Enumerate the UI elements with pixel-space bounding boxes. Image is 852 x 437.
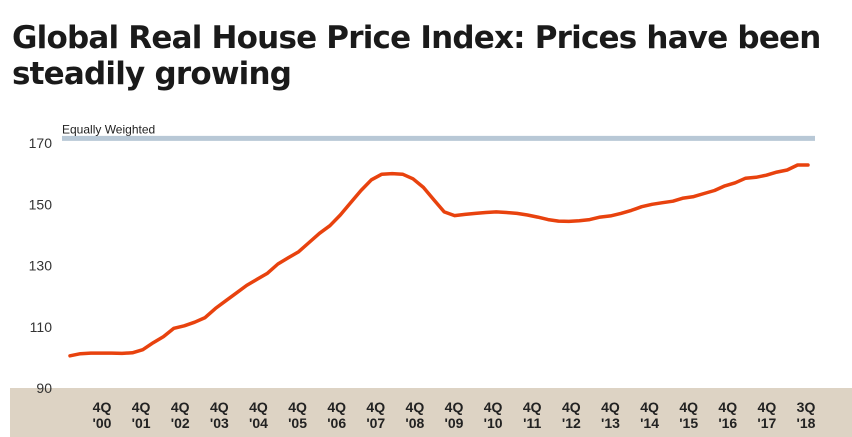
x-tick-label: 4Q'16 [718, 399, 737, 431]
x-tick-year: '14 [640, 415, 659, 431]
x-tick-year: '10 [484, 415, 503, 431]
x-tick-label: 4Q'07 [366, 399, 385, 431]
x-tick-quarter: 4Q [210, 399, 229, 415]
y-axis-ticks: 90 110 130 150 170 [29, 135, 53, 396]
x-tick-year: '16 [718, 415, 737, 431]
x-tick-quarter: 4Q [601, 399, 620, 415]
x-tick-year: '15 [679, 415, 698, 431]
x-tick-year: '11 [523, 415, 541, 431]
x-tick-quarter: 4Q [562, 399, 581, 415]
x-tick-label: 3Q'18 [797, 399, 816, 431]
x-tick-quarter: 4Q [758, 399, 777, 415]
y-tick-label: 170 [29, 135, 53, 151]
x-tick-quarter: 4Q [640, 399, 659, 415]
x-tick-quarter: 4Q [366, 399, 385, 415]
x-tick-quarter: 4Q [406, 399, 425, 415]
x-tick-quarter: 4Q [132, 399, 151, 415]
x-axis-band [10, 388, 852, 437]
x-tick-label: 4Q'15 [679, 399, 698, 431]
x-tick-label: 4Q'11 [523, 399, 542, 431]
x-tick-year: '00 [93, 415, 112, 431]
x-tick-year: '08 [405, 415, 424, 431]
x-tick-year: '01 [132, 415, 151, 431]
x-tick-quarter: 4Q [288, 399, 307, 415]
x-tick-year: '04 [249, 415, 268, 431]
y-tick-label: 130 [29, 258, 53, 274]
y-tick-label: 110 [30, 319, 53, 335]
x-tick-year: '18 [797, 415, 816, 431]
x-tick-quarter: 4Q [679, 399, 698, 415]
x-tick-year: '05 [288, 415, 307, 431]
x-tick-label: 4Q'00 [93, 399, 112, 431]
x-tick-label: 4Q'09 [445, 399, 464, 431]
x-tick-quarter: 4Q [445, 399, 464, 415]
x-tick-label: 4Q'03 [210, 399, 229, 431]
x-tick-quarter: 4Q [718, 399, 737, 415]
x-tick-year: '07 [366, 415, 385, 431]
x-tick-label: 4Q'17 [757, 399, 776, 431]
equally-weighted-reference: Equally Weighted [62, 122, 815, 141]
series-line [68, 163, 810, 358]
x-tick-label: 4Q'14 [640, 399, 659, 431]
x-tick-year: '02 [171, 415, 190, 431]
x-tick-quarter: 4Q [523, 399, 542, 415]
x-axis-ticks: 4Q'004Q'014Q'024Q'034Q'044Q'054Q'064Q'07… [93, 399, 816, 431]
x-tick-label: 4Q'01 [132, 399, 151, 431]
x-tick-year: '06 [327, 415, 346, 431]
x-tick-year: '13 [601, 415, 620, 431]
x-tick-quarter: 4Q [484, 399, 503, 415]
series-layer [68, 163, 810, 358]
y-tick-label: 150 [29, 196, 53, 212]
x-tick-year: '09 [445, 415, 464, 431]
x-tick-label: 4Q'08 [405, 399, 424, 431]
chart-title: Global Real House Price Index: Prices ha… [12, 20, 821, 92]
x-tick-quarter: 4Q [327, 399, 346, 415]
x-tick-label: 4Q'13 [601, 399, 620, 431]
x-tick-quarter: 4Q [93, 399, 112, 415]
y-tick-label: 90 [36, 380, 52, 396]
x-tick-label: 4Q'02 [171, 399, 190, 431]
x-tick-quarter: 3Q [797, 399, 816, 415]
x-tick-label: 4Q'05 [288, 399, 307, 431]
x-tick-quarter: 4Q [249, 399, 268, 415]
x-tick-quarter: 4Q [171, 399, 190, 415]
x-tick-label: 4Q'04 [249, 399, 268, 431]
x-tick-label: 4Q'12 [562, 399, 581, 431]
x-tick-label: 4Q'06 [327, 399, 346, 431]
x-tick-year: '12 [562, 415, 581, 431]
x-tick-label: 4Q'10 [484, 399, 503, 431]
x-tick-year: '03 [210, 415, 229, 431]
reference-line-label: Equally Weighted [62, 122, 155, 136]
x-tick-year: '17 [757, 415, 776, 431]
